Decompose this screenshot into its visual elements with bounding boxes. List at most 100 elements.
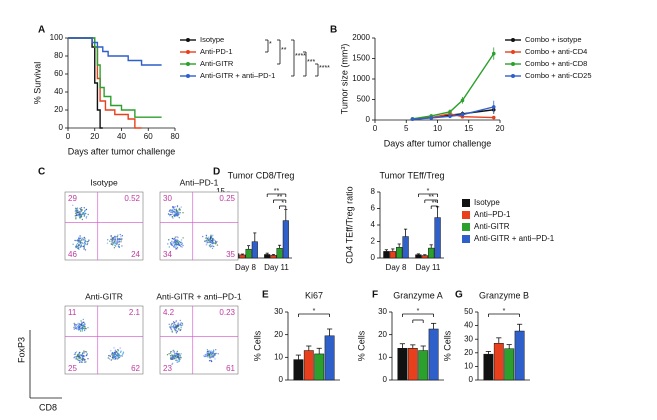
event-dot [82,242,84,245]
event-dot [206,352,208,354]
event-dot [79,356,81,358]
event-dot [167,213,170,215]
event-dot [173,207,175,209]
event-dot [207,352,209,354]
event-dot [174,352,177,355]
event-dot [176,236,178,238]
event-dot [80,207,83,209]
event-dot [172,206,174,208]
y-tick-label: 40 [464,321,473,330]
event-dot [209,236,212,239]
event-dot [119,238,121,240]
event-dot [170,356,172,359]
plot-title: Isotype [90,177,118,187]
event-dot [113,347,115,349]
y-tick-label: 4 [371,220,376,229]
event-dot [114,355,117,358]
y-tick-label: 1500 [352,54,370,63]
event-dot [75,210,78,212]
event-dot [172,321,175,323]
event-dot [204,354,206,356]
event-dot [178,211,180,214]
legend-swatch [462,235,470,243]
plot-frame [64,305,144,375]
event-dot [83,244,85,247]
event-dot [82,239,84,241]
quadrant-percent: 0.23 [219,308,235,317]
y-tick-label: 30 [378,307,387,316]
event-dot [83,247,86,249]
legend-marker [186,38,190,42]
event-dot [172,217,174,219]
event-dot [80,210,83,212]
legend-label: Anti-GITR [200,59,234,68]
event-dot [84,355,86,357]
y-tick-label: 20 [464,348,473,357]
plot-frame [159,191,239,261]
event-dot [76,324,78,326]
y-axis-label: CD4 TEff/Treg ratio [344,186,354,263]
event-dot [212,234,214,236]
event-dot [177,236,179,239]
significance: * [269,41,272,48]
event-dot [171,216,174,218]
event-dot [87,213,89,216]
event-dot [208,360,211,362]
event-dot [176,354,178,356]
event-dot [173,350,175,352]
bar [434,217,441,259]
event-dot [168,353,170,355]
event-dot [112,352,114,354]
event-dot [118,240,120,242]
event-dot [73,328,76,330]
event-dot [110,359,113,361]
event-dot [213,245,215,248]
event-dot [83,214,86,217]
event-dot [119,351,122,353]
event-dot [170,350,172,353]
event-dot [114,238,116,241]
event-dot [87,358,89,360]
event-dot [114,349,117,351]
significance: **** [295,53,306,60]
event-dot [114,358,116,360]
y-tick-label: 0 [279,375,284,384]
bar [251,241,258,259]
event-dot [177,213,180,215]
event-dot [80,246,82,248]
quadrant-percent: 35 [226,250,235,259]
event-dot [217,353,219,355]
event-dot [110,235,112,237]
event-dot [176,211,179,213]
event-dot [78,211,80,213]
series-line [68,37,162,118]
event-dot [83,245,85,248]
event-dot [85,240,87,243]
event-dot [211,243,213,245]
event-dot [120,239,123,241]
event-dot [179,354,181,357]
bar [264,254,271,259]
bar [314,353,325,381]
event-dot [74,327,77,329]
event-dot [111,354,114,356]
legend-label: Anti–PD-1 [474,210,511,219]
event-dot [178,358,180,360]
event-dot [120,241,122,243]
significance: * [281,200,284,207]
event-dot [77,245,79,248]
event-dot [209,241,211,244]
event-dot [76,358,79,360]
bar [396,247,403,259]
event-dot [168,239,170,241]
y-tick-label: 2000 [352,33,370,42]
event-dot [118,357,120,359]
bar [389,251,396,259]
event-dot [174,211,176,214]
event-dot [174,324,176,326]
y-tick-label: 0 [59,123,64,132]
event-dot [113,240,116,243]
event-dot [121,235,124,237]
event-dot [169,326,172,329]
event-dot [179,209,182,211]
